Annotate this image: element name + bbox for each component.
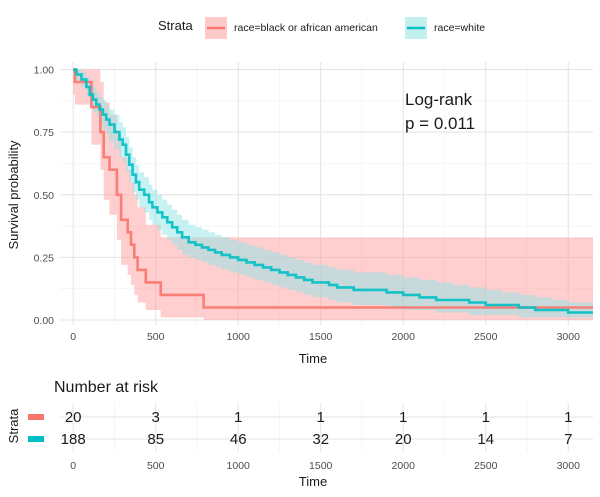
risk-count: 46: [230, 431, 247, 448]
risk-count: 7: [564, 431, 572, 448]
x-tick-label: 2000: [392, 331, 416, 343]
confidence-band-white: [73, 69, 593, 318]
risk-count: 20: [65, 409, 82, 426]
x-tick-label: 3000: [557, 331, 581, 343]
x-tick-label: 1500: [309, 331, 333, 343]
x-tick-label: 500: [147, 331, 165, 343]
y-tick-label: 0.00: [34, 315, 55, 327]
x-tick-labels: 0 500 1000 1500 2000 2500 3000: [70, 331, 580, 343]
risk-x-tick-labels: 0 500 1000 1500 2000 2500 3000: [70, 460, 580, 472]
risk-table-rows: 20 3 1 1 1 1 1 188 85 46 32 20 14 7: [28, 409, 572, 448]
y-tick-label: 0.25: [34, 252, 55, 264]
y-tick-label: 0.50: [34, 190, 55, 202]
risk-count: 32: [312, 431, 329, 448]
risk-count: 20: [395, 431, 412, 448]
legend: Strata race=black or african american rac…: [158, 17, 485, 39]
x-tick-label: 0: [70, 331, 76, 343]
legend-title: Strata: [158, 18, 193, 33]
survival-plot: 0.00 0.25 0.50 0.75 1.00 0 500 1000 1500 2000 250…: [6, 62, 593, 366]
risk-count: 3: [152, 409, 160, 426]
survival-curve-white: [73, 68, 593, 314]
risk-count: 14: [477, 431, 494, 448]
risk-count: 1: [564, 409, 572, 426]
risk-x-tick-label: 0: [70, 460, 76, 472]
x-tick-label: 2500: [474, 331, 498, 343]
x-tick-label: 1000: [227, 331, 251, 343]
risk-table: Number at risk 20 3 1 1 1 1 1 188 85 46 32 20 14 7 0 5…: [6, 379, 593, 489]
y-axis-label: Survival probability: [6, 140, 21, 250]
y-tick-labels: 0.00 0.25 0.50 0.75 1.00: [34, 65, 55, 327]
y-tick-label: 0.75: [34, 127, 55, 139]
risk-table-grid: [60, 403, 593, 452]
risk-count: 1: [482, 409, 490, 426]
risk-count: 188: [61, 431, 86, 448]
risk-x-tick-label: 1000: [227, 460, 251, 472]
legend-items: race=black or african american race=white: [205, 17, 485, 39]
legend-label: race=white: [434, 22, 485, 34]
logrank-label: Log-rank: [405, 90, 473, 109]
risk-row-key: [28, 436, 44, 442]
risk-count: 1: [399, 409, 407, 426]
risk-count: 85: [147, 431, 164, 448]
y-tick-label: 1.00: [34, 65, 55, 77]
risk-y-axis-label: Strata: [6, 408, 21, 443]
legend-label: race=black or african american: [234, 22, 378, 34]
risk-count: 1: [234, 409, 242, 426]
risk-x-tick-label: 1500: [309, 460, 333, 472]
risk-x-tick-label: 2000: [392, 460, 416, 472]
risk-row-key: [28, 414, 44, 420]
risk-x-tick-label: 2500: [474, 460, 498, 472]
survival-curves: [73, 68, 593, 314]
x-axis-label: Time: [299, 351, 327, 366]
risk-count: 1: [317, 409, 325, 426]
risk-x-tick-label: 500: [147, 460, 165, 472]
risk-x-tick-label: 3000: [557, 460, 581, 472]
risk-table-title: Number at risk: [54, 379, 159, 396]
risk-x-axis-label: Time: [299, 474, 327, 489]
logrank-pvalue: p = 0.011: [405, 114, 475, 133]
confidence-bands: [73, 69, 593, 320]
